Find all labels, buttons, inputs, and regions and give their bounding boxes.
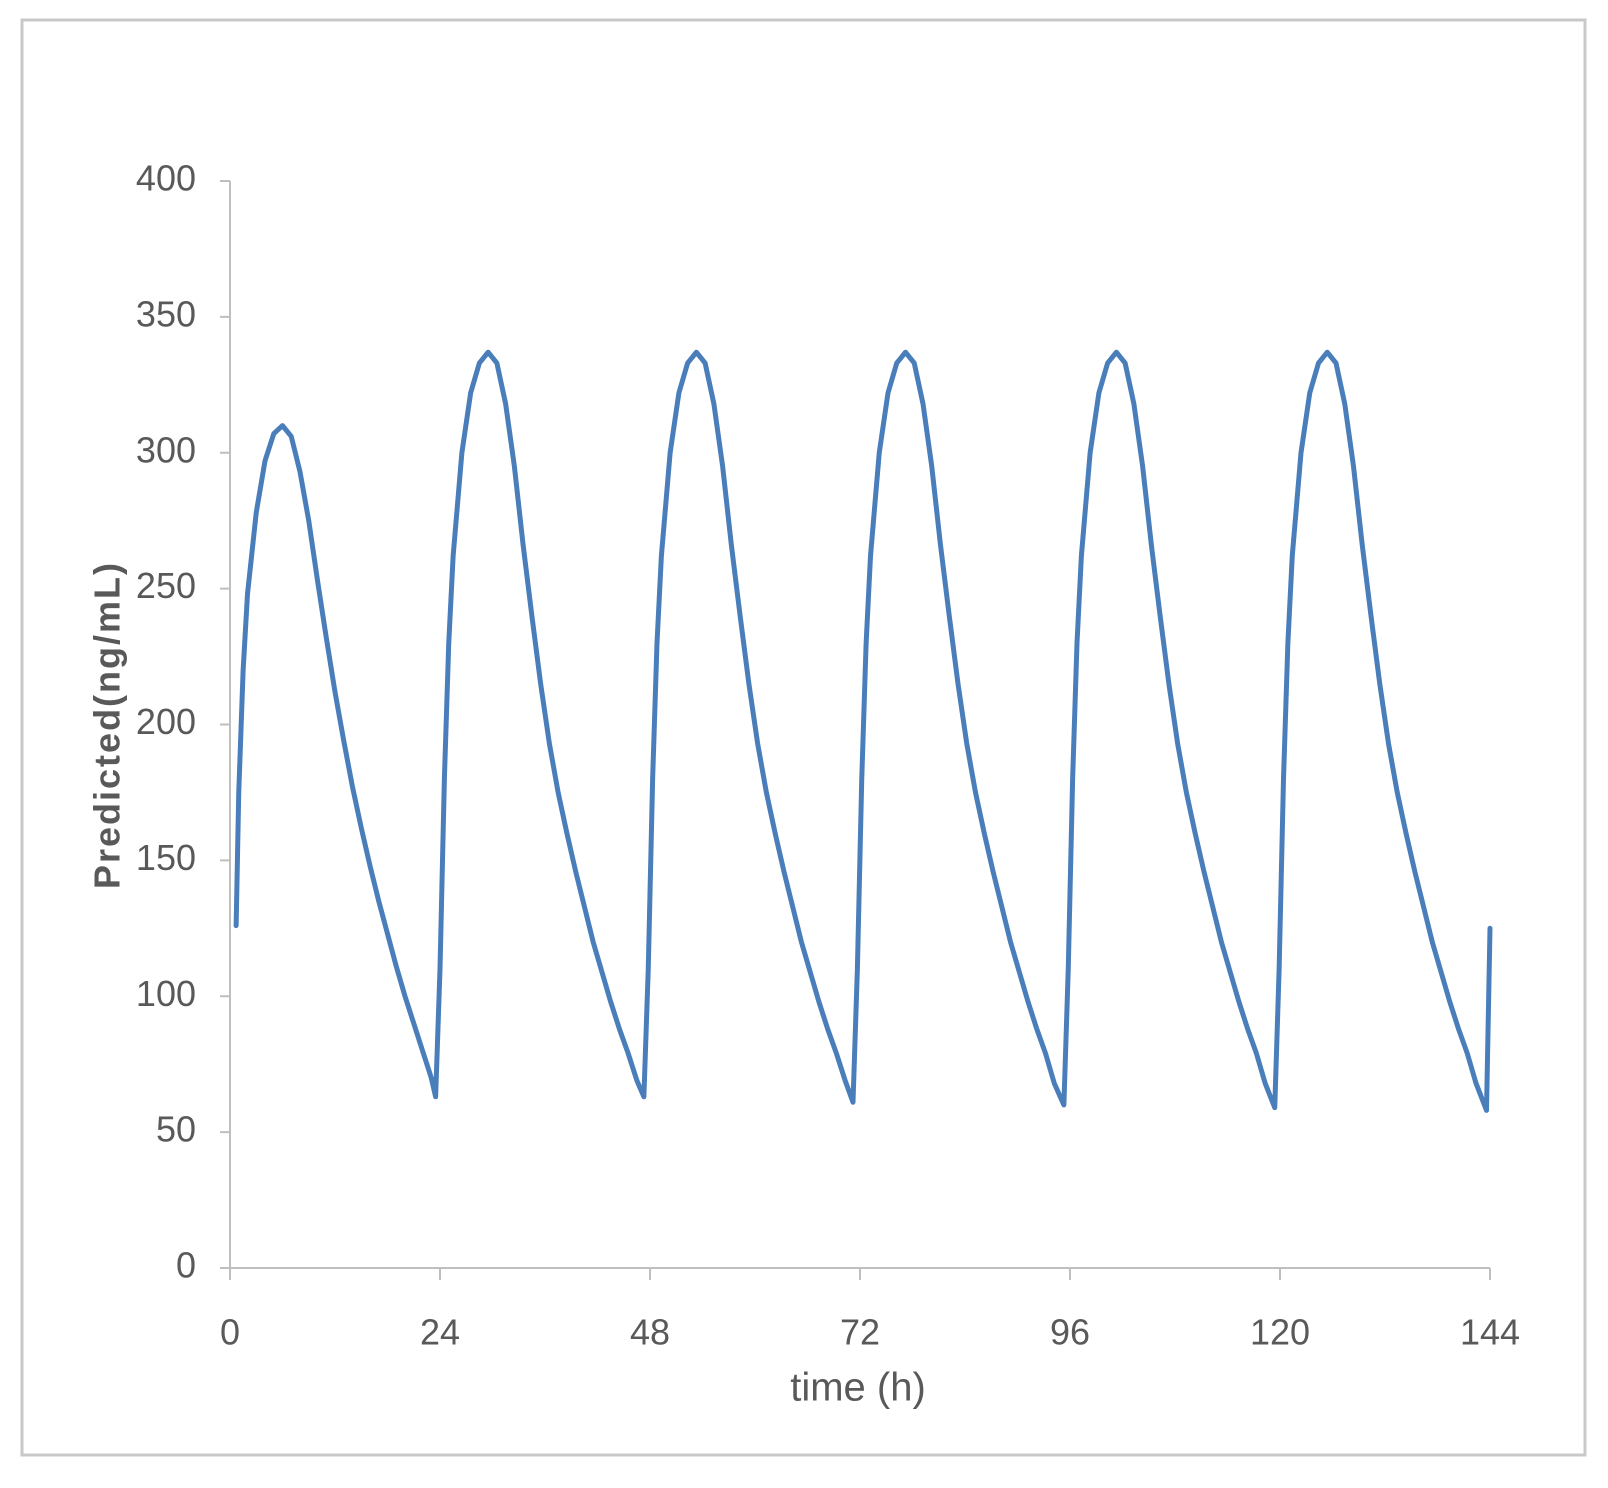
chart-frame <box>20 18 1587 1457</box>
y-tick-label: 150 <box>136 837 196 878</box>
y-axis-label: Predicted(ng/mL) <box>87 561 128 889</box>
y-tick-label: 300 <box>136 429 196 470</box>
y-tick-label: 350 <box>136 293 196 334</box>
y-tick-label: 400 <box>136 158 196 199</box>
data-line <box>233 349 1493 1113</box>
y-tick-label: 200 <box>136 701 196 742</box>
x-tick-label: 24 <box>420 1312 460 1353</box>
x-tick-label: 144 <box>1460 1312 1520 1353</box>
y-tick-label: 250 <box>136 565 196 606</box>
x-tick-label: 72 <box>840 1312 880 1353</box>
x-tick-label: 0 <box>220 1312 240 1353</box>
x-tick-label: 96 <box>1050 1312 1090 1353</box>
x-tick-label: 48 <box>630 1312 670 1353</box>
x-tick-label: 120 <box>1250 1312 1310 1353</box>
y-tick-label: 100 <box>136 973 196 1014</box>
y-tick-label: 0 <box>176 1245 196 1286</box>
y-tick-label: 50 <box>156 1109 196 1150</box>
x-axis-label: time (h) <box>790 1366 926 1410</box>
